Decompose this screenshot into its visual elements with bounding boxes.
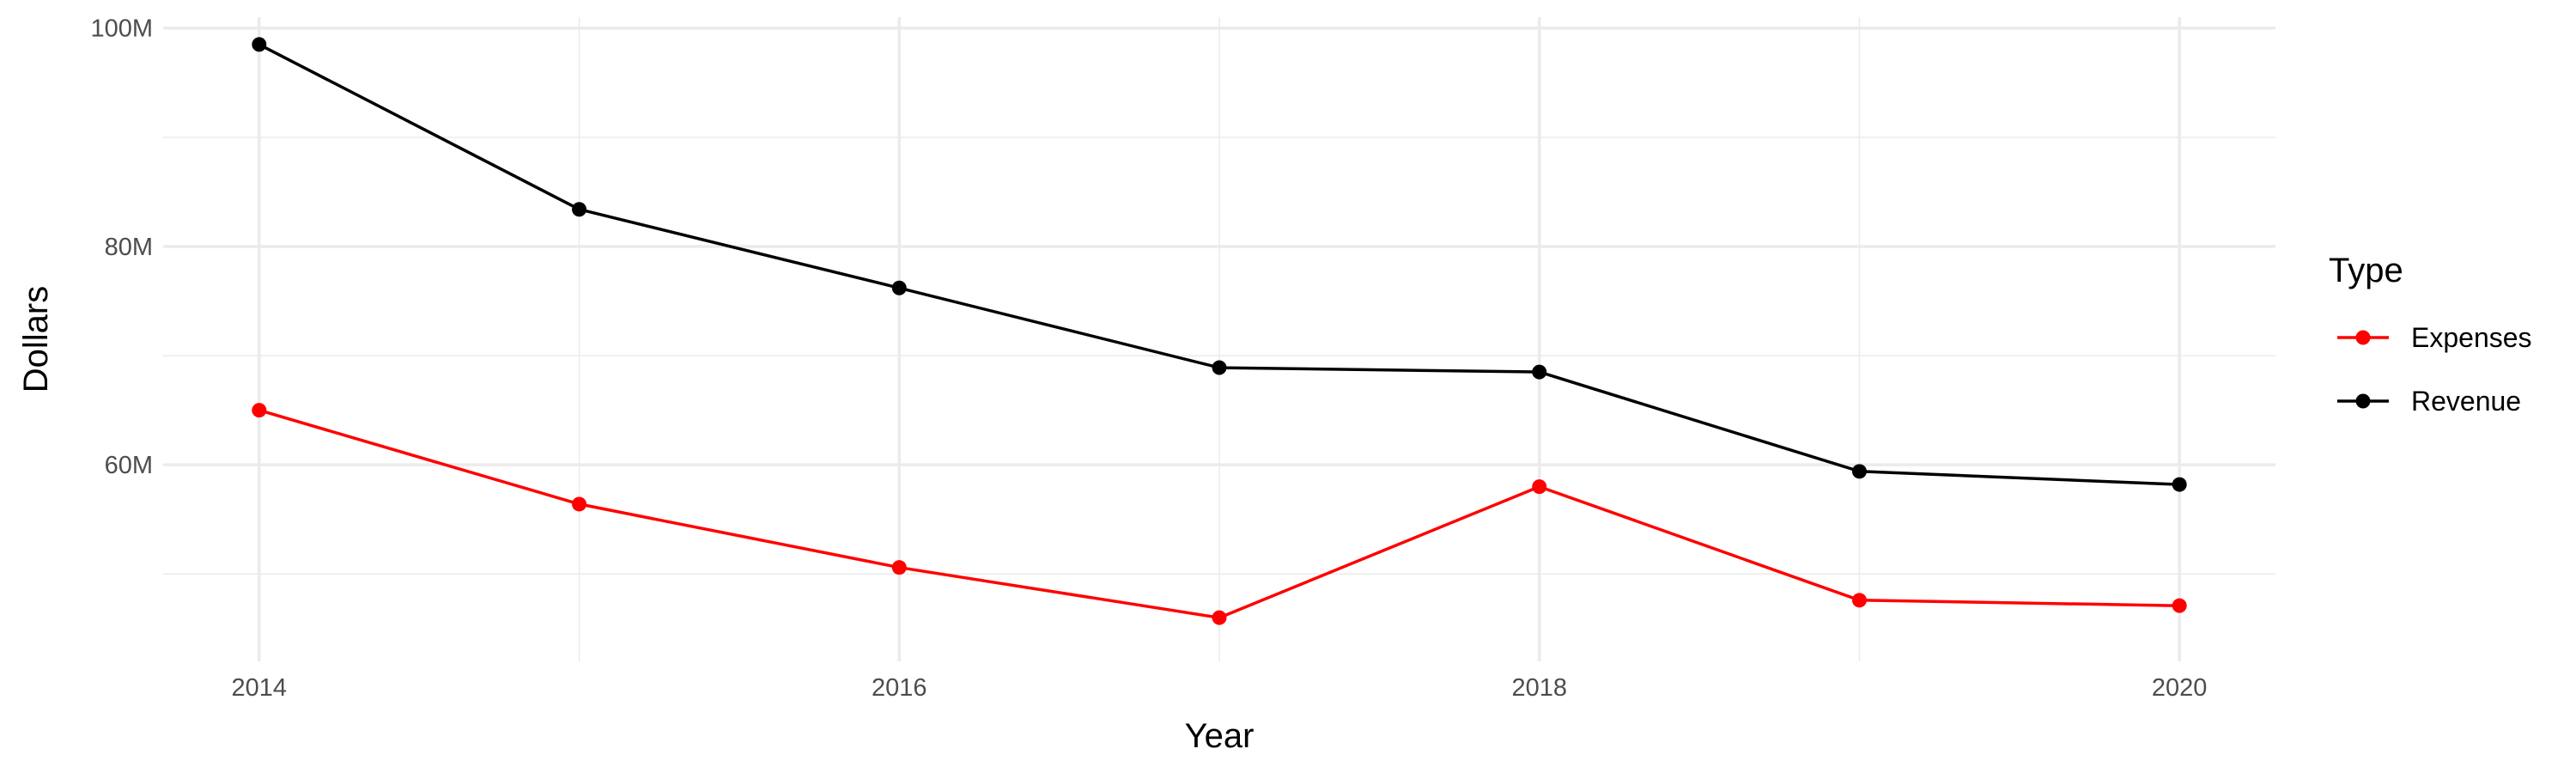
legend-entries: Expenses Revenue [2337, 322, 2532, 417]
x-axis-title: Year [1185, 717, 1255, 755]
y-axis-ticks: 60M 80M 100M [90, 15, 153, 479]
legend: Type Expenses Revenue [2329, 252, 2532, 417]
expenses-data-point [891, 560, 907, 575]
y-axis-title: Dollars [17, 286, 55, 393]
expenses-data-point [1851, 593, 1867, 608]
revenue-data-point [1532, 364, 1547, 380]
series-points [252, 37, 2187, 625]
expenses-data-point [1532, 479, 1547, 495]
revenue-data-point [891, 280, 907, 295]
y-tick-label: 60M [105, 452, 153, 479]
legend-title: Type [2329, 252, 2403, 289]
revenue-data-point [1851, 464, 1867, 479]
y-tick-label: 80M [105, 234, 153, 261]
expenses-data-point [572, 496, 587, 512]
expenses-data-point [2172, 598, 2187, 613]
revenue-data-point [572, 202, 587, 217]
revenue-data-point [252, 37, 267, 52]
revenue-data-point [1212, 360, 1227, 375]
x-tick-label: 2014 [232, 674, 288, 702]
expenses-data-point [1212, 610, 1227, 625]
expenses-data-point [252, 403, 267, 418]
legend-label-expenses: Expenses [2411, 322, 2532, 353]
y-tick-label: 100M [90, 15, 153, 43]
legend-key-point [2355, 393, 2371, 409]
legend-label-revenue: Revenue [2411, 386, 2521, 417]
x-tick-label: 2018 [1511, 674, 1567, 702]
x-tick-label: 2020 [2152, 674, 2208, 702]
x-tick-label: 2016 [872, 674, 927, 702]
x-axis-ticks: 2014 2016 2018 2020 [232, 674, 2208, 702]
legend-key-point [2355, 330, 2371, 345]
revenue-data-point [2172, 477, 2187, 492]
grid-lines [163, 17, 2275, 661]
